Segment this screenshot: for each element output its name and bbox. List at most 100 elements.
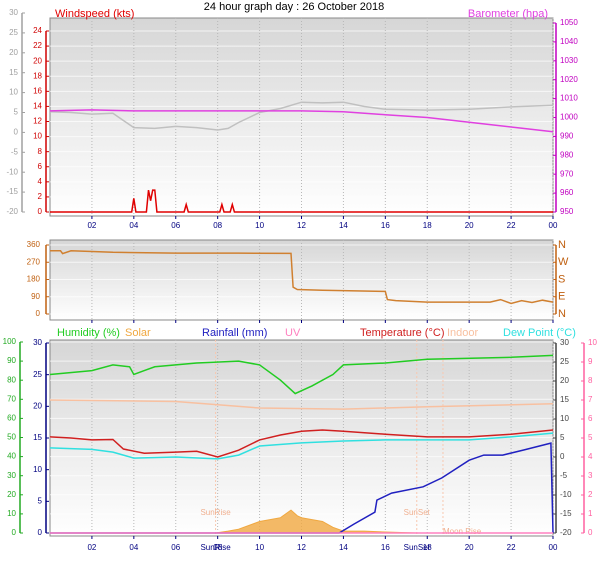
- x-tick-label: 16: [381, 221, 390, 230]
- x-tick-label: 20: [465, 543, 474, 552]
- legend-entry: Solar: [125, 327, 151, 339]
- x-tick-label: 04: [129, 221, 138, 230]
- y-tick-label: 270: [27, 257, 41, 266]
- y3-tick-label: 25: [9, 28, 18, 37]
- y4-tick-label: 3: [588, 471, 593, 480]
- y3-tick-label: 25: [33, 370, 42, 379]
- y3-tick-label: 0: [38, 528, 43, 537]
- y2-tick-label: 30: [560, 338, 569, 347]
- y-tick-label: 4: [38, 177, 43, 186]
- y2-tick-label: 0: [560, 452, 565, 461]
- annotation-axis-label: SunSet: [404, 543, 431, 552]
- y4-tick-label: 9: [588, 357, 593, 366]
- y-tick-label: 20: [33, 56, 42, 65]
- y2-tick-label: 1020: [560, 75, 578, 84]
- x-tick-label: 10: [255, 221, 264, 230]
- y2-tick-label: -15: [560, 509, 572, 518]
- y2-tick-label: -5: [560, 471, 568, 480]
- y2-tick-label: 1050: [560, 18, 578, 27]
- y-tick-label: 0: [36, 309, 41, 318]
- y3-tick-label: -10: [6, 167, 18, 176]
- y2-tick-label: 960: [560, 188, 574, 197]
- y-tick-label: 40: [7, 452, 16, 461]
- x-tick-label: 10: [255, 543, 264, 552]
- legend-entry: Humidity (%): [57, 327, 120, 339]
- y4-tick-label: 4: [588, 452, 593, 461]
- y3-tick-label: 5: [38, 496, 43, 505]
- y3-tick-label: 15: [33, 433, 42, 442]
- y2-tick-label: 980: [560, 150, 574, 159]
- y2-tick-label: E: [558, 291, 565, 303]
- x-tick-label: 04: [129, 543, 138, 552]
- y-tick-label: 18: [33, 71, 42, 80]
- y2-tick-label: -10: [560, 490, 572, 499]
- y3-tick-label: 10: [9, 88, 18, 97]
- x-tick-label: 00: [549, 543, 558, 552]
- y2-tick-label: 1000: [560, 113, 578, 122]
- x-tick-label: 00: [549, 221, 558, 230]
- y2-tick-label: W: [558, 256, 569, 268]
- y-tick-label: 360: [27, 240, 41, 249]
- y2-tick-label: 1010: [560, 94, 578, 103]
- line: [49, 429, 554, 458]
- x-tick-label: 18: [423, 543, 432, 552]
- y2-tick-label: 25: [560, 357, 569, 366]
- legend-entry: Rainfall (mm): [202, 327, 267, 339]
- y3-tick-label: -20: [6, 207, 18, 216]
- area: [215, 509, 417, 534]
- x-tick-label: 14: [339, 543, 348, 552]
- line: [49, 399, 554, 410]
- line: [50, 189, 553, 213]
- x-tick-label: 18: [423, 221, 432, 230]
- y4-tick-label: 1: [588, 509, 593, 518]
- y2-tick-label: 1030: [560, 56, 578, 65]
- legend-entry: Indoor: [447, 327, 479, 339]
- y4-tick-label: 7: [588, 395, 593, 404]
- y-tick-label: 20: [7, 490, 16, 499]
- y-tick-label: 30: [7, 471, 16, 480]
- y3-tick-label: 20: [33, 401, 42, 410]
- y-tick-label: 10: [33, 132, 42, 141]
- y-tick-label: 70: [7, 394, 16, 403]
- chart-title: 24 hour graph day : 26 October 2018: [204, 1, 384, 13]
- y2-tick-label: 5: [560, 433, 565, 442]
- y-tick-label: 80: [7, 375, 16, 384]
- y3-tick-label: 30: [33, 338, 42, 347]
- y3-tick-label: -15: [6, 187, 18, 196]
- line: [50, 442, 554, 534]
- y-tick-label: 0: [38, 207, 43, 216]
- x-tick-label: 06: [171, 543, 180, 552]
- y3-tick-label: -5: [11, 147, 19, 156]
- line: [49, 354, 554, 395]
- y4-tick-label: 8: [588, 376, 593, 385]
- y-tick-label: 12: [33, 117, 42, 126]
- x-tick-label: 12: [297, 221, 306, 230]
- y2-tick-label: -20: [560, 528, 572, 537]
- x-tick-label: 14: [339, 221, 348, 230]
- y2-tick-label: 950: [560, 207, 574, 216]
- y3-tick-label: 30: [9, 8, 18, 17]
- x-tick-label: 12: [297, 543, 306, 552]
- y2-tick-label: 990: [560, 132, 574, 141]
- y3-tick-label: 0: [14, 128, 19, 137]
- y-tick-label: 0: [12, 528, 17, 537]
- y-tick-label: 24: [33, 26, 42, 35]
- y-tick-label: 50: [7, 433, 16, 442]
- x-tick-label: 06: [171, 221, 180, 230]
- y-tick-label: 180: [27, 275, 41, 284]
- y2-tick-label: 970: [560, 169, 574, 178]
- y-tick-label: 100: [3, 337, 17, 346]
- y-tick-label: 90: [7, 356, 16, 365]
- y4-tick-label: 6: [588, 414, 593, 423]
- x-tick-label: 16: [381, 543, 390, 552]
- x-tick-label: 08: [213, 543, 222, 552]
- x-tick-label: 20: [465, 221, 474, 230]
- y2-tick-label: N: [558, 308, 566, 320]
- y-tick-label: 14: [33, 102, 42, 111]
- y3-tick-label: 10: [33, 465, 42, 474]
- y-tick-label: 16: [33, 86, 42, 95]
- y4-tick-label: 0: [588, 528, 593, 537]
- x-tick-label: 08: [213, 221, 222, 230]
- y-tick-label: 60: [7, 414, 16, 423]
